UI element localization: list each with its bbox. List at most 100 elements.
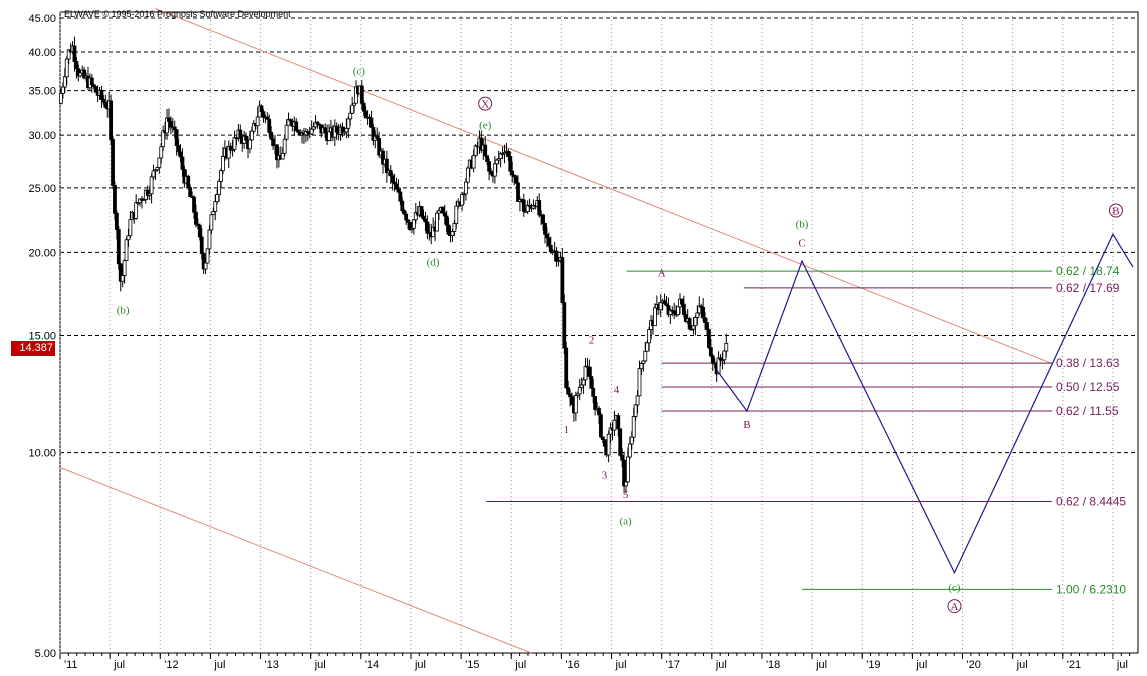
candle-body [167,117,171,122]
candle-body [687,318,692,330]
candle-body [620,454,625,461]
wave-label: 3 [602,469,608,481]
candle-body [203,262,208,270]
candle-body [109,100,114,140]
wave-label-circle [478,96,493,111]
candle-body [411,219,416,229]
x-tick-label: jul [815,659,827,671]
candle-body [485,155,490,163]
candle-body [394,183,399,190]
candle-body [267,118,272,133]
candle-body [369,117,374,128]
candle-body [543,223,547,235]
candle-body [548,244,553,253]
x-tick-label: '17 [666,659,680,671]
candle-body [327,131,331,141]
candle-body [157,157,162,168]
candle-body [545,233,549,239]
candle-body [452,223,457,232]
x-tick-label: '11 [64,659,78,671]
candle-body [249,130,254,141]
x-tick-label: '16 [565,659,579,671]
candle-body [402,210,407,215]
candle-body [460,194,464,206]
candle-body [492,163,497,177]
candle-body [465,167,470,183]
x-tick-label: '20 [967,659,981,671]
channel-line [155,8,1053,365]
x-tick-label: '12 [164,659,178,671]
candle-body [93,86,98,93]
candle-body [103,101,108,108]
candle-body [707,329,711,348]
candle-body [606,433,611,456]
candle-body [701,306,706,319]
candle-body [197,224,202,238]
x-tick-label: '13 [265,659,279,671]
candle-body [716,357,721,375]
candle-body [149,176,154,195]
candle-body [562,302,567,349]
candle-body [618,428,623,456]
wave-label: (b) [796,218,809,230]
wave-label: 2 [589,334,595,346]
candle-body [566,387,571,395]
candle-body [188,187,193,197]
candle-body [60,86,65,94]
candle-body [444,215,449,226]
candle-body [323,127,328,133]
fib-level-label: 0.62 / 8.4445 [1056,495,1126,509]
candle-body [205,248,210,264]
candle-body [269,131,274,140]
wave-label: (e) [479,120,492,132]
candle-body [209,214,214,231]
x-tick-label: jul [414,659,426,671]
candle-body [708,347,713,357]
candle-body [624,481,628,487]
candle-body [516,182,520,202]
candle-body [600,436,605,441]
candle-body [440,207,445,214]
candle-body [221,156,225,172]
channel-line [59,467,532,654]
candle-body [151,170,156,178]
candle-body [215,194,220,203]
candle-body [124,239,129,261]
candle-body [583,365,588,381]
candle-body [62,76,67,88]
candle-body [658,302,663,311]
fib-level-label: 0.62 / 18.74 [1056,264,1120,278]
candle-body [126,235,131,241]
candle-body [483,144,488,157]
y-tick-label: 35.00 [28,86,56,98]
candle-body [629,436,634,445]
candle-body [238,129,243,139]
candle-body [591,387,596,397]
wave-label: (d) [427,257,440,269]
candle-body [344,127,349,133]
candle-body [560,257,565,304]
y-tick-label: 30.00 [28,130,56,142]
candle-body [425,221,430,234]
y-tick-label: 5.00 [35,648,56,660]
candle-body [282,138,287,154]
candle-body [421,215,426,220]
candle-body [602,439,607,447]
candle-body [691,325,696,330]
candle-body [284,124,289,140]
wave-label: 4 [614,384,620,396]
candle-body [255,116,260,127]
candle-body [537,200,542,216]
wave-label-circle [1108,203,1123,218]
candle-body [199,236,204,254]
candlestick-series [59,36,729,494]
candle-body [653,307,657,327]
candle-body [178,151,183,158]
candle-body [219,170,223,182]
candle-body [101,99,106,103]
x-tick-label: '15 [465,659,479,671]
candle-body [419,206,424,217]
fib-level-label: 0.50 / 12.55 [1056,380,1120,394]
candle-body [631,416,636,438]
